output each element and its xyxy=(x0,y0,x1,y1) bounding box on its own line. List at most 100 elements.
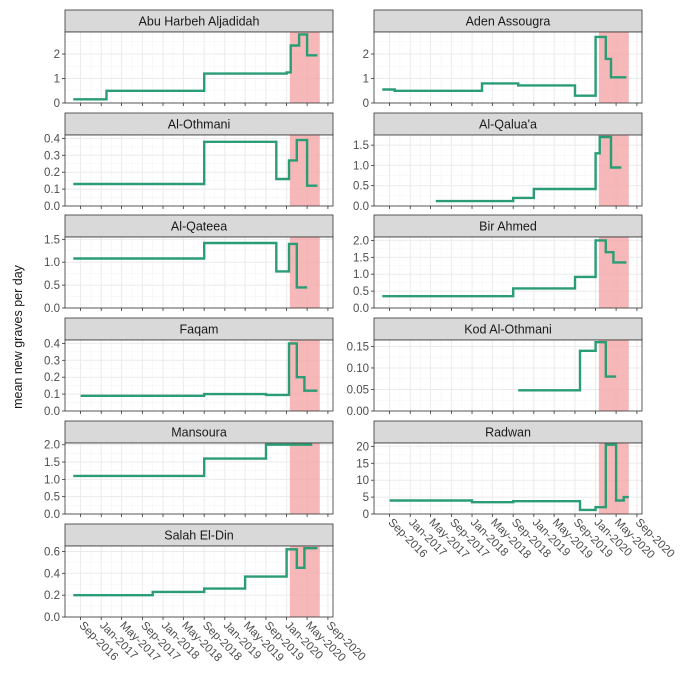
panel-title: Faqam xyxy=(180,323,219,337)
panel-title: Al-Qalua'a xyxy=(479,118,537,132)
y-tick-label: 1.5 xyxy=(353,140,369,152)
y-tick-label: 0.4 xyxy=(44,568,61,580)
panel-mansoura: Mansoura 0.0 0.5 1.0 1.5 2.0 xyxy=(44,420,334,521)
panel-background xyxy=(65,546,333,617)
highlight-period xyxy=(598,135,629,206)
y-tick-label: 1.0 xyxy=(44,474,60,486)
y-tick-label: 0.0 xyxy=(44,612,60,624)
y-tick-label: 0.1 xyxy=(44,389,60,401)
highlight-period xyxy=(289,340,320,411)
panel-border xyxy=(64,31,334,104)
panel-background xyxy=(65,443,333,514)
y-tick-label: 0.15 xyxy=(347,341,369,353)
y-tick-label: 0.3 xyxy=(44,355,60,367)
series-line xyxy=(382,239,627,298)
y-tick-label: 0 xyxy=(363,98,369,110)
panel-al-qalua-a: Al-Qalua'a 0.0 0.5 1.0 1.5 xyxy=(353,112,643,213)
panel-bir-ahmed: Bir Ahmed 0.0 0.5 1.0 1.5 2.0 xyxy=(353,214,643,315)
panel-border xyxy=(373,339,643,412)
y-tick-label: 0.6 xyxy=(44,546,60,558)
series-line xyxy=(435,135,622,203)
y-tick-label: 0.5 xyxy=(353,181,369,193)
panel-border xyxy=(64,442,334,515)
y-tick-label: 2.0 xyxy=(44,440,60,452)
highlight-period xyxy=(598,32,629,103)
y-tick-label: 0.00 xyxy=(347,406,369,418)
y-tick-label: 0.0 xyxy=(44,406,60,418)
y-tick-label: 0.4 xyxy=(44,133,61,145)
panel-kod-al-othmani: Kod Al-Othmani 0.00 0.05 0.10 0.15 xyxy=(347,317,643,418)
y-tick-label: 0.4 xyxy=(44,338,61,350)
y-tick-label: 1.0 xyxy=(44,257,60,269)
panel-border xyxy=(373,31,643,104)
y-tick-label: 0.5 xyxy=(44,280,60,292)
highlight-period xyxy=(289,32,320,103)
panel-border xyxy=(64,339,334,412)
panel-border xyxy=(64,134,334,207)
y-tick-label: 0.2 xyxy=(44,590,60,602)
series-line xyxy=(73,443,313,478)
y-tick-label: 0.05 xyxy=(347,384,369,396)
y-tick-label: 1.5 xyxy=(44,457,60,469)
panel-abu-harbeh-aljadidah: Abu Harbeh Aljadidah 0 1 2 xyxy=(54,9,334,110)
panel-border xyxy=(373,134,643,207)
y-tick-label: 1.0 xyxy=(353,160,369,172)
y-tick-label: 0.5 xyxy=(353,286,369,298)
series-line xyxy=(73,138,318,187)
y-tick-label: 0.10 xyxy=(347,363,369,375)
y-tick-label: 0.0 xyxy=(353,201,369,213)
series-line xyxy=(73,33,318,101)
y-tick-label: 0 xyxy=(363,509,369,521)
y-tick-label: 1.5 xyxy=(44,234,60,246)
panel-title: Salah El-Din xyxy=(164,529,234,543)
panel-border xyxy=(64,236,334,309)
panel-border xyxy=(373,442,643,515)
y-tick-label: 2.0 xyxy=(353,235,369,247)
y-tick-label: 1 xyxy=(363,74,369,86)
panel-title: Radwan xyxy=(485,426,531,440)
series-line xyxy=(389,443,629,512)
panel-title: Al-Othmani xyxy=(168,118,231,132)
y-tick-label: 1 xyxy=(54,74,60,86)
series-line xyxy=(382,35,627,97)
panel-salah-el-din: Salah El-Din0.00.20.40.6Sep-2016Jan-2017… xyxy=(44,523,368,664)
y-tick-label: 2 xyxy=(54,49,60,61)
series-line xyxy=(518,341,617,392)
panel-radwan: Radwan05101520Sep-2016Jan-2017May-2017Se… xyxy=(356,420,677,561)
y-tick-label: 0.0 xyxy=(44,201,60,213)
panel-title: Mansoura xyxy=(171,426,227,440)
panel-al-qateea: Al-Qateea 0.0 0.5 1.0 1.5 xyxy=(44,214,334,315)
highlight-period xyxy=(598,443,629,514)
y-tick-label: 1.5 xyxy=(353,252,369,264)
series-line xyxy=(80,342,318,397)
y-tick-label: 5 xyxy=(363,492,369,504)
panel-title: Aden Assougra xyxy=(466,15,551,29)
panel-title: Kod Al-Othmani xyxy=(464,323,552,337)
y-tick-label: 1.0 xyxy=(353,269,369,281)
y-tick-label: 15 xyxy=(356,458,369,470)
y-tick-label: 0.2 xyxy=(44,372,60,384)
panel-title: Abu Harbeh Aljadidah xyxy=(139,15,260,29)
series-line xyxy=(73,241,308,289)
highlight-period xyxy=(289,135,320,206)
y-tick-label: 0.0 xyxy=(353,303,369,315)
highlight-period xyxy=(289,443,320,514)
panel-aden-assougra: Aden Assougra 0 1 2 xyxy=(363,9,643,110)
panel-border xyxy=(373,236,643,309)
y-tick-label: 10 xyxy=(356,475,369,487)
panel-border xyxy=(64,545,334,618)
panel-faqam: Faqam 0.0 0.1 0.2 0.3 0.4 xyxy=(44,317,334,418)
highlight-period xyxy=(598,237,629,308)
y-tick-label: 0.5 xyxy=(44,492,60,504)
y-axis-label: mean new graves per day xyxy=(11,264,25,409)
panel-background xyxy=(374,135,642,206)
y-tick-label: 0.0 xyxy=(44,509,60,521)
panel-title: Al-Qateea xyxy=(171,220,227,234)
panel-background xyxy=(374,340,642,411)
y-tick-label: 0.0 xyxy=(44,303,60,315)
highlight-period xyxy=(289,237,320,308)
y-tick-label: 0 xyxy=(54,98,60,110)
panel-al-othmani: Al-Othmani 0.0 0.1 0.2 0.3 0.4 xyxy=(44,112,334,213)
y-tick-label: 0.2 xyxy=(44,167,60,179)
